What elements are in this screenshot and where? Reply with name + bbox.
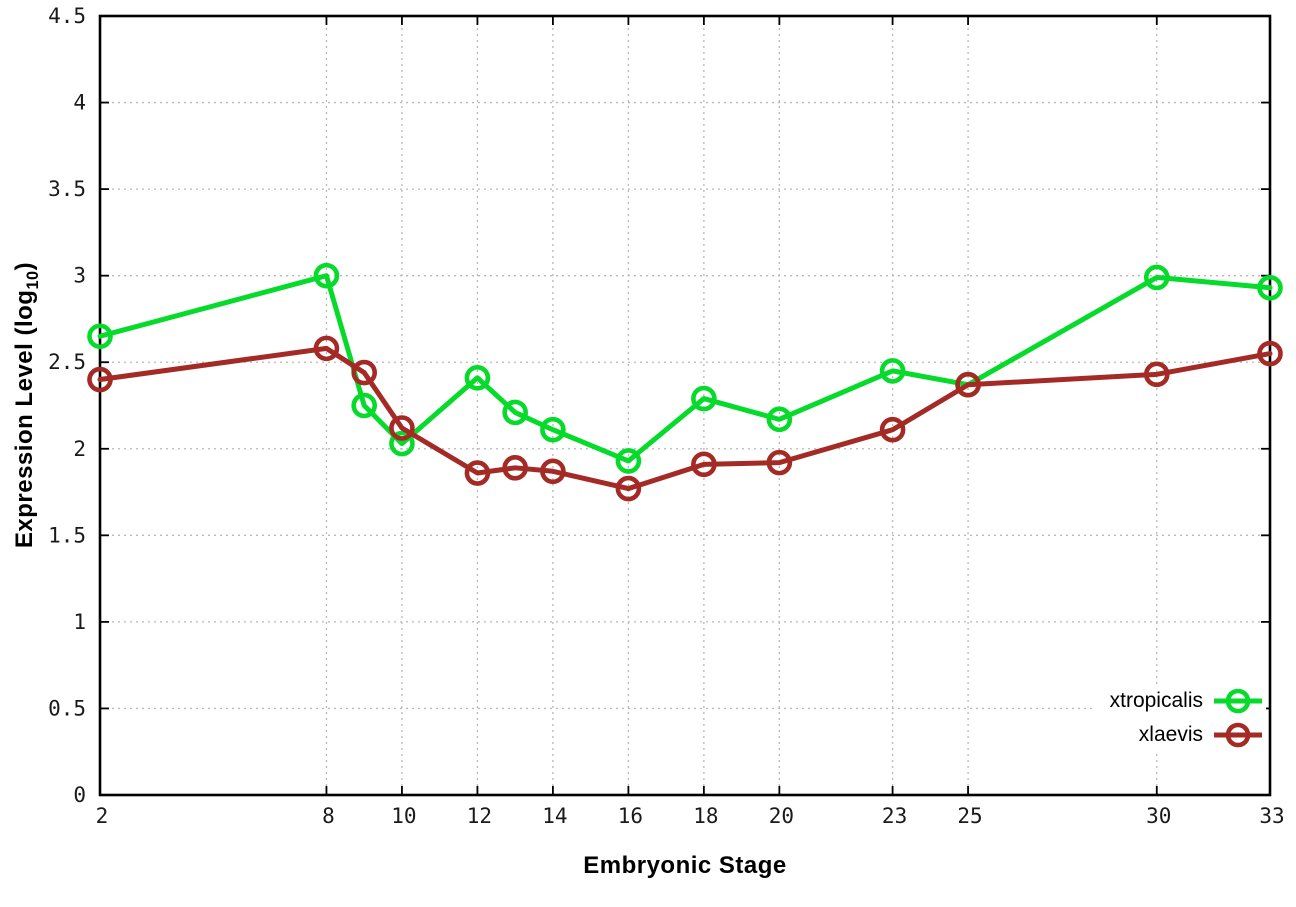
y-tick-label: 0: [73, 783, 86, 807]
x-axis-title: Embryonic Stage: [583, 852, 787, 880]
data-point-xlaevis: [615, 475, 642, 502]
y-axis-title-subscript: 10: [23, 270, 42, 290]
y-tick-label: 4.5: [48, 4, 86, 28]
data-point-xlaevis: [955, 371, 981, 398]
y-tick-label: 0.5: [48, 696, 86, 720]
x-tick-label: 25: [957, 804, 982, 828]
data-point-xtropicalis: [313, 262, 340, 289]
data-point-xlaevis: [502, 455, 528, 481]
y-tick-label: 2: [73, 437, 86, 461]
y-tick-label: 3: [73, 264, 86, 288]
data-point-xtropicalis: [464, 365, 491, 391]
legend-sample-circle: [1225, 722, 1251, 748]
data-point-xlaevis: [1257, 340, 1283, 367]
y-tick-label: 3.5: [48, 177, 86, 201]
plot-border: [98, 14, 1272, 797]
legend-label-xlaevis: xlaevis: [1138, 723, 1203, 746]
y-tick-label: 1.5: [48, 523, 86, 547]
data-point-xlaevis: [87, 366, 113, 393]
data-point-xlaevis: [691, 451, 717, 478]
data-point-xlaevis: [766, 449, 793, 476]
x-tick-label: 30: [1146, 804, 1171, 828]
legend-sample-xtropicalis-icon: [1214, 688, 1262, 714]
x-tick-label: 18: [693, 804, 718, 828]
x-tick-label: 20: [769, 804, 794, 828]
legend-sample-circle: [1225, 688, 1251, 714]
data-point-xlaevis: [1143, 361, 1170, 388]
data-point-xlaevis: [351, 359, 377, 386]
legend: xtropicalis xlaevis: [1095, 684, 1266, 752]
y-tick-label: 4: [73, 91, 86, 115]
y-tick-label: 2.5: [48, 350, 86, 374]
data-point-xtropicalis: [1143, 264, 1170, 291]
data-point-xlaevis: [313, 335, 340, 362]
x-tick-label: 14: [542, 804, 567, 828]
legend-row-xtropicalis: xtropicalis: [1110, 684, 1264, 718]
y-tick-label: 1: [73, 610, 86, 634]
data-point-xlaevis: [540, 458, 566, 485]
data-point-xtropicalis: [540, 416, 566, 443]
data-point-xtropicalis: [691, 385, 717, 412]
data-point-xtropicalis: [389, 430, 415, 457]
data-point-xtropicalis: [351, 392, 377, 419]
y-axis-title: Expression Level (log10): [11, 262, 43, 548]
data-point-xtropicalis: [879, 358, 906, 384]
data-point-xlaevis: [464, 460, 491, 486]
x-tick-label: 23: [882, 804, 907, 828]
data-point-xlaevis: [879, 416, 906, 443]
series-line-xlaevis: [97, 345, 1273, 492]
y-axis-title-text: Expression Level (log: [11, 289, 39, 549]
data-point-xlaevis: [389, 415, 415, 441]
x-tick-label: 8: [322, 804, 335, 828]
legend-sample-xlaevis-icon: [1214, 722, 1262, 748]
x-axis-title-text: Embryonic Stage: [583, 852, 787, 879]
x-tick-label: 10: [391, 804, 416, 828]
data-point-xtropicalis: [615, 448, 642, 474]
data-point-xtropicalis: [1257, 274, 1283, 301]
data-point-xtropicalis: [87, 323, 113, 350]
x-tick-label: 12: [467, 804, 492, 828]
data-point-xtropicalis: [766, 406, 793, 433]
x-tick-label: 33: [1259, 804, 1284, 828]
series-line-xtropicalis: [97, 273, 1273, 464]
x-tick-label: 16: [618, 804, 643, 828]
x-tick-label: 2: [96, 804, 109, 828]
y-axis-title-suffix: ): [11, 261, 39, 271]
legend-row-xlaevis: xlaevis: [1110, 718, 1264, 752]
legend-label-xtropicalis: xtropicalis: [1109, 689, 1203, 712]
data-point-xtropicalis: [502, 399, 528, 426]
